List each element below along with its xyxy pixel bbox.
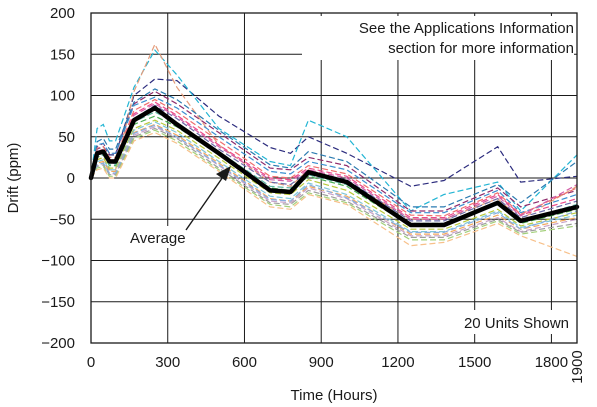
unit-series-line	[90, 129, 578, 241]
y-tick-label: −150	[41, 294, 75, 311]
unit-series-line	[90, 127, 578, 238]
x-tick-label: 300	[155, 354, 180, 371]
unit-series-line	[90, 88, 578, 208]
units-shown-label: 20 Units Shown	[464, 315, 569, 332]
y-tick-label: 150	[50, 46, 75, 63]
unit-series-line	[90, 101, 578, 219]
x-tick-labels: 0 300 600 900 1200 1500 1800 1900	[87, 350, 586, 383]
y-tick-label: 0	[67, 170, 75, 187]
unit-series-line	[90, 103, 578, 220]
x-tick-label: 1500	[458, 354, 491, 371]
y-tick-label: 100	[50, 88, 75, 105]
x-tick-label: 0	[87, 354, 95, 371]
average-arrow	[185, 166, 231, 231]
average-label-background	[128, 226, 200, 248]
x-tick-label-end: 1900	[569, 350, 586, 383]
x-axis-label: Time (Hours)	[291, 387, 378, 404]
x-tick-label: 900	[309, 354, 334, 371]
unit-series-line	[90, 119, 578, 230]
unit-series-line	[90, 124, 578, 233]
average-series-line	[88, 105, 580, 228]
note-background	[302, 16, 574, 60]
y-axis-label: Drift (ppm)	[5, 143, 22, 214]
y-tick-label: −200	[41, 335, 75, 352]
average-label: Average	[130, 230, 186, 247]
y-tick-label: 200	[50, 5, 75, 22]
unit-series-line	[90, 96, 578, 214]
unit-series-line	[90, 123, 578, 235]
note-line-2: section for more information	[388, 40, 574, 57]
arrow-head-icon	[216, 166, 231, 181]
plot-frame	[90, 12, 578, 344]
x-tick-label: 1800	[535, 354, 568, 371]
average-series-group	[88, 105, 580, 228]
x-tick-label: 600	[232, 354, 257, 371]
y-tick-label: 50	[58, 129, 75, 146]
unit-series-line	[90, 78, 578, 187]
y-tick-label: −100	[41, 253, 75, 270]
y-tick-labels: 200 150 100 50 0 −50 −100 −150 −200	[41, 5, 75, 352]
x-tick-label: 1200	[381, 354, 414, 371]
y-tick-label: −50	[50, 211, 75, 228]
note-line-1: See the Applications Information	[359, 20, 574, 37]
unit-series-line	[90, 121, 578, 233]
units-shown-background	[418, 310, 570, 334]
unit-series-line	[90, 49, 578, 212]
